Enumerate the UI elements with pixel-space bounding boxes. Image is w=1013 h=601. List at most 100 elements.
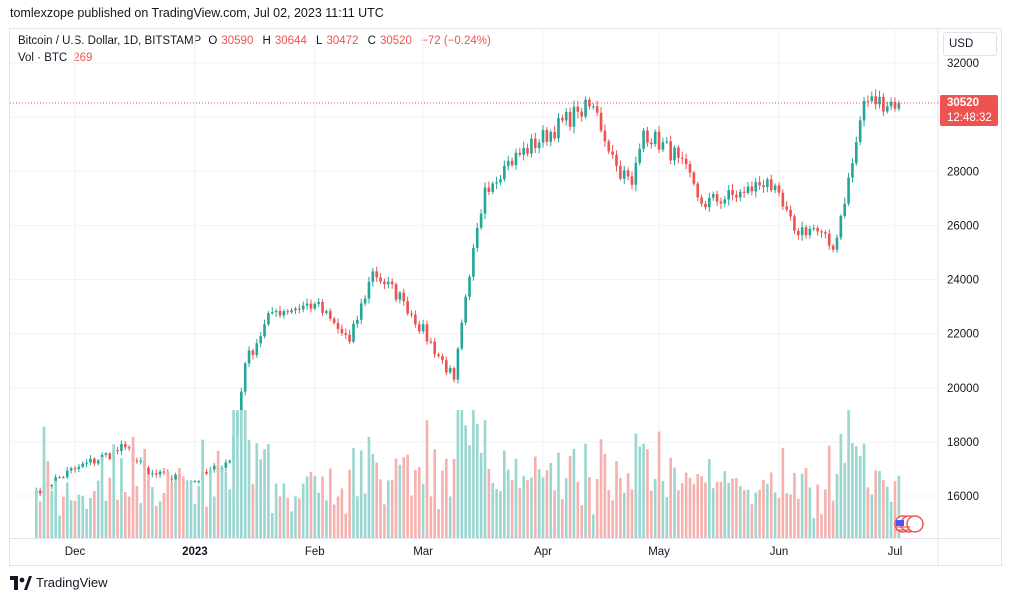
candle-body <box>151 473 154 475</box>
last-price-value: 30520 <box>947 97 979 109</box>
candle-body <box>81 463 85 467</box>
candle-body <box>657 131 661 150</box>
candle-body <box>212 465 216 470</box>
candle-body <box>642 130 645 149</box>
volume-bar <box>201 439 204 538</box>
candle-body <box>673 147 676 161</box>
candle-body <box>89 458 92 463</box>
volume-bar <box>847 410 850 538</box>
volume-bar <box>889 501 893 538</box>
volume-bar <box>677 490 680 538</box>
currency-button[interactable]: USD <box>943 32 997 56</box>
candle-body <box>831 245 835 250</box>
volume-bar <box>835 473 839 538</box>
candle-body <box>847 177 850 204</box>
volume-bar <box>263 449 266 538</box>
volume-bar <box>185 481 189 538</box>
volume-bar <box>564 478 568 538</box>
volume-bar <box>197 485 201 538</box>
candle-body <box>866 100 870 102</box>
volume-bar <box>530 477 533 538</box>
volume-bar <box>154 505 158 538</box>
volume-bar <box>135 485 139 538</box>
candle-body <box>820 231 823 233</box>
candle-body <box>742 191 746 193</box>
candle-body <box>506 160 510 166</box>
volume-bar <box>367 436 371 538</box>
candle-body <box>85 462 88 464</box>
volume-bar <box>588 477 591 538</box>
high-label: H <box>262 35 271 47</box>
candle-body <box>464 296 467 323</box>
candle-body <box>491 183 495 192</box>
volume-bar <box>584 443 587 538</box>
candle-body <box>653 131 657 145</box>
volume-bar <box>711 488 715 538</box>
volume-bar <box>406 454 409 538</box>
volume-bar <box>139 503 143 538</box>
price-tick-label: 18000 <box>947 437 979 449</box>
candle-body <box>116 450 119 452</box>
candle-body <box>777 185 781 193</box>
symbol-label[interactable]: Bitcoin / U.S. Dollar, 1D, BITSTAMP <box>18 35 202 47</box>
bar-countdown: 12:48:32 <box>947 112 992 124</box>
candle-body <box>889 101 893 107</box>
volume-bar <box>290 511 293 538</box>
volume-bar <box>189 480 193 538</box>
candle-body <box>294 308 297 311</box>
tradingview-logo[interactable]: TradingView <box>10 575 108 590</box>
volume-bar <box>96 480 100 538</box>
volume-bar <box>54 480 57 538</box>
candle-body <box>897 103 901 109</box>
volume-bar <box>646 449 649 538</box>
volume-label: Vol · BTC <box>18 52 68 64</box>
volume-bar <box>557 452 560 538</box>
volume-bar <box>746 489 750 538</box>
candle-body <box>139 460 143 462</box>
candle-body <box>541 129 545 143</box>
volume-bar <box>700 476 703 538</box>
close-label: C <box>367 35 376 47</box>
volume-bar <box>599 439 603 538</box>
volume-bar <box>665 497 669 538</box>
ohlc-legend: Bitcoin / U.S. Dollar, 1D, BITSTAMP O 305… <box>18 35 497 47</box>
candle-body <box>468 276 471 297</box>
volume-bar <box>874 470 877 538</box>
volume-bar <box>762 479 765 538</box>
time-tick-label: Apr <box>534 546 552 558</box>
candle-body <box>363 298 367 304</box>
volume-bar <box>893 481 897 538</box>
candle-body <box>158 471 162 475</box>
candle-body <box>371 271 375 282</box>
volume-bar <box>843 462 847 538</box>
candle-body <box>549 131 553 142</box>
candle-body <box>344 333 348 335</box>
candle-body <box>120 444 123 451</box>
volume-bar <box>708 459 711 538</box>
volume-bar <box>232 410 235 538</box>
candle-body <box>348 334 351 342</box>
volume-bar <box>81 495 85 538</box>
volume-bar <box>851 442 854 538</box>
volume-bar <box>595 478 599 538</box>
low-label: L <box>316 35 323 47</box>
candle-body <box>441 356 444 361</box>
price-tick-label: 28000 <box>947 166 979 178</box>
candle-body <box>317 302 320 304</box>
candle-body <box>135 460 139 462</box>
volume-bar <box>653 478 657 538</box>
candle-body <box>445 360 448 373</box>
candle-body <box>704 203 707 208</box>
candle-body <box>336 322 340 329</box>
volume-bar <box>804 467 808 538</box>
volume-bar <box>452 459 456 538</box>
candle-body <box>367 281 371 299</box>
volume-bar <box>174 479 177 538</box>
volume-bar <box>429 496 433 538</box>
volume-bar <box>162 492 166 538</box>
volume-bar <box>356 496 359 538</box>
volume-bar <box>181 476 185 538</box>
candle-body <box>263 324 266 337</box>
volume-bar <box>46 460 50 538</box>
